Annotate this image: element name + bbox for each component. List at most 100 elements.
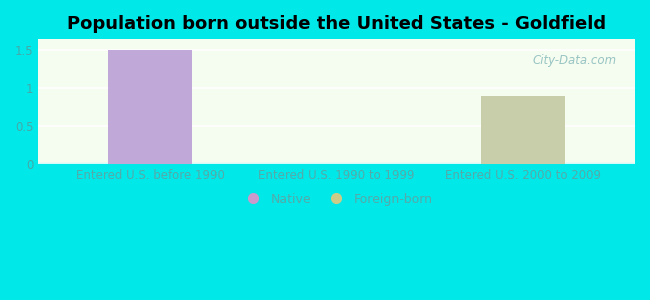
Bar (38, 163, 635, 164)
Bar (38, 163, 635, 164)
Bar (38, 163, 635, 164)
Bar (38, 163, 635, 164)
Bar (38, 163, 635, 164)
Bar (38, 163, 635, 164)
Bar (38, 163, 635, 164)
Bar (38, 163, 635, 164)
Bar (38, 163, 635, 164)
Bar (38, 163, 635, 164)
Bar (38, 163, 635, 164)
Bar (38, 163, 635, 164)
Bar (38, 163, 635, 164)
Bar (38, 163, 635, 164)
Bar (38, 163, 635, 164)
Bar (38, 163, 635, 164)
Bar (38, 163, 635, 164)
Bar (38, 163, 635, 164)
Bar (38, 163, 635, 164)
Bar (38, 163, 635, 164)
Bar (38, 163, 635, 164)
Bar (38, 163, 635, 164)
Bar (38, 163, 635, 164)
Bar (38, 163, 635, 164)
Bar (109, 50, 192, 164)
Bar (38, 163, 635, 164)
Bar (38, 163, 635, 164)
Bar (38, 163, 635, 164)
Bar (38, 163, 635, 164)
Bar (38, 163, 635, 164)
Bar (38, 163, 635, 164)
Bar (38, 163, 635, 164)
Bar (38, 163, 635, 164)
Bar (38, 163, 635, 164)
Bar (38, 163, 635, 164)
Bar (38, 163, 635, 164)
Bar (38, 163, 635, 164)
Bar (38, 163, 635, 164)
Bar (38, 163, 635, 164)
Bar (38, 163, 635, 164)
Bar (38, 163, 635, 164)
Bar (38, 163, 635, 164)
Bar (38, 163, 635, 164)
Bar (38, 163, 635, 164)
Bar (38, 163, 635, 164)
Legend: Native, Foreign-born: Native, Foreign-born (236, 188, 438, 211)
Bar (38, 163, 635, 164)
Bar (38, 163, 635, 164)
Bar (38, 163, 635, 164)
Bar (38, 163, 635, 164)
Bar (38, 163, 635, 164)
Bar (38, 163, 635, 164)
Bar (38, 163, 635, 164)
Bar (38, 163, 635, 164)
Text: City-Data.com: City-Data.com (533, 54, 617, 67)
Bar (38, 163, 635, 164)
Bar (38, 163, 635, 164)
Bar (38, 163, 635, 164)
Bar (38, 163, 635, 164)
Bar (38, 163, 635, 164)
Bar (38, 163, 635, 164)
Bar (38, 163, 635, 164)
Bar (38, 163, 635, 164)
Bar (481, 96, 565, 164)
Bar (38, 163, 635, 164)
Bar (38, 163, 635, 164)
Bar (38, 163, 635, 164)
Bar (38, 163, 635, 164)
Bar (38, 163, 635, 164)
Bar (38, 163, 635, 164)
Bar (38, 163, 635, 164)
Bar (38, 163, 635, 164)
Bar (38, 163, 635, 164)
Bar (38, 163, 635, 164)
Bar (38, 163, 635, 164)
Bar (38, 163, 635, 164)
Bar (38, 163, 635, 164)
Bar (38, 163, 635, 164)
Bar (38, 163, 635, 164)
Bar (38, 163, 635, 164)
Bar (38, 163, 635, 164)
Bar (38, 163, 635, 164)
Bar (38, 163, 635, 164)
Bar (38, 163, 635, 164)
Bar (38, 163, 635, 164)
Bar (38, 163, 635, 164)
Bar (38, 163, 635, 164)
Bar (38, 163, 635, 164)
Bar (38, 163, 635, 164)
Bar (38, 163, 635, 164)
Bar (38, 163, 635, 164)
Bar (38, 163, 635, 164)
Bar (38, 163, 635, 164)
Bar (38, 163, 635, 164)
Bar (38, 163, 635, 164)
Bar (38, 163, 635, 164)
Bar (38, 163, 635, 164)
Bar (38, 163, 635, 164)
Bar (38, 163, 635, 164)
Bar (38, 163, 635, 164)
